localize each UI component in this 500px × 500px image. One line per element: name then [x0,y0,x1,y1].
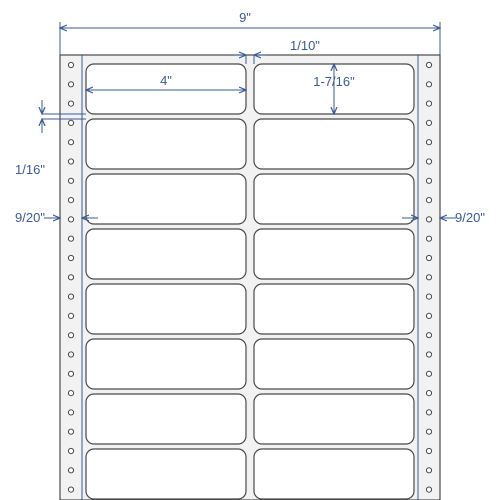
tractor-hole [426,217,431,222]
dim-overall-width-label: 9" [239,10,251,25]
tractor-hole [68,101,73,106]
tractor-hole [68,120,73,125]
tractor-hole [426,468,431,473]
label-cell [86,449,246,499]
tractor-hole [68,82,73,87]
label-sheet-diagram: 9" 1/10" 4" 1-7/16" 1/16" 9/20" 9/20" [0,0,500,500]
tractor-hole [426,62,431,67]
tractor-hole [68,352,73,357]
label-cell [86,339,246,389]
label-cell [86,229,246,279]
label-cell [86,284,246,334]
tractor-hole [68,198,73,203]
tractor-hole [426,140,431,145]
label-cell [254,229,414,279]
label-cell [86,174,246,224]
tractor-hole [426,487,431,492]
label-cell [86,394,246,444]
tractor-hole [68,333,73,338]
tractor-hole [426,448,431,453]
dim-side-margin-right-label: 9/20" [455,210,485,225]
tractor-hole [68,429,73,434]
tractor-hole [68,140,73,145]
label-cell [254,394,414,444]
tractor-hole [68,236,73,241]
tractor-hole [426,352,431,357]
tractor-hole [68,159,73,164]
tractor-hole [426,275,431,280]
tractor-hole [426,294,431,299]
tractor-hole [426,236,431,241]
label-cell [86,64,246,114]
label-cell [254,449,414,499]
dim-label-height-label: 1-7/16" [313,74,355,89]
dim-side-margin-left-label: 9/20" [15,210,45,225]
tractor-hole [68,178,73,183]
tractor-hole [68,371,73,376]
tractor-hole [426,82,431,87]
tractor-hole [68,217,73,222]
tractor-hole [426,101,431,106]
tractor-hole [68,313,73,318]
tractor-hole [426,371,431,376]
tractor-hole [68,487,73,492]
dim-vert-gap-label: 1/16" [15,162,45,177]
tractor-hole [426,198,431,203]
tractor-hole [68,294,73,299]
tractor-hole [426,410,431,415]
tractor-hole [68,391,73,396]
tractor-hole [426,159,431,164]
tractor-hole [68,410,73,415]
tractor-hole [68,275,73,280]
tractor-hole [68,255,73,260]
label-cell [254,174,414,224]
label-cell [86,119,246,169]
dim-center-gap-label: 1/10" [290,38,320,53]
label-cell [254,339,414,389]
tractor-hole [426,178,431,183]
label-cell [254,119,414,169]
tractor-hole [68,468,73,473]
tractor-hole [68,62,73,67]
tractor-hole [426,333,431,338]
dim-label-width-label: 4" [160,73,172,88]
tractor-hole [68,448,73,453]
tractor-hole [426,255,431,260]
tractor-hole [426,120,431,125]
label-cell [254,284,414,334]
tractor-hole [426,429,431,434]
tractor-hole [426,313,431,318]
tractor-hole [426,391,431,396]
